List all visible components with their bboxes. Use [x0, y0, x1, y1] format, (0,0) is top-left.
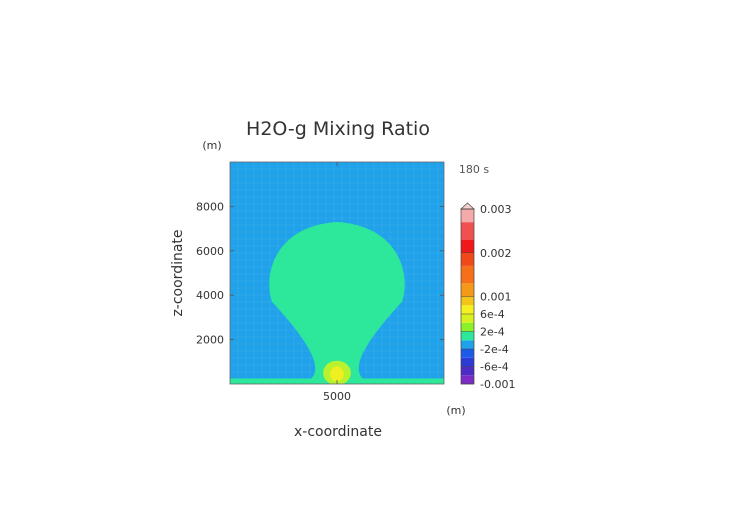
colorbar-level: [461, 209, 474, 223]
colorbar-tick-label: -0.001: [480, 378, 515, 391]
y-unit-label: (m): [202, 139, 221, 152]
colorbar-level: [461, 283, 474, 297]
x-axis: 5000: [323, 162, 351, 403]
colorbar-tick-label: 0.003: [480, 203, 512, 216]
colorbar-level: [461, 366, 474, 376]
colorbar-level: [461, 331, 474, 341]
x-tick-label: 5000: [323, 390, 351, 403]
colorbar-tick-label: 2e-4: [480, 326, 505, 339]
plume-core-inner: [330, 366, 344, 382]
colorbar-tick-label: 6e-4: [480, 308, 505, 321]
colorbar-tick-label: -2e-4: [480, 343, 509, 356]
colorbar-level: [461, 340, 474, 349]
colorbar: 0.003 0.002 0.001 6e-4 2e-4 -2e-4 -6e-4 -0.001: [460, 202, 515, 391]
colorbar-tick-label: 0.001: [480, 291, 512, 304]
y-axis-label: z-coordinate: [170, 229, 186, 316]
colorbar-level: [461, 222, 474, 240]
colorbar-level: [461, 357, 474, 367]
colorbar-level: [461, 314, 474, 323]
chart-title: H2O-g Mixing Ratio: [246, 118, 430, 140]
time-label: 180 s: [459, 163, 489, 176]
x-axis-label: x-coordinate: [294, 424, 382, 440]
y-tick-label: 6000: [196, 245, 224, 258]
colorbar-level: [461, 296, 474, 306]
colorbar-level: [461, 265, 474, 284]
colorbar-level: [461, 252, 474, 266]
colorbar-level: [461, 305, 474, 314]
y-tick-label: 8000: [196, 200, 224, 213]
colorbar-level: [461, 239, 474, 253]
x-unit-label: (m): [446, 404, 465, 417]
plot-area: [229, 161, 445, 385]
colorbar-level: [461, 322, 474, 332]
colorbar-tick-label: -6e-4: [480, 361, 509, 374]
y-tick-label: 2000: [196, 334, 224, 347]
colorbar-level: [461, 375, 474, 384]
colorbar-over-arrow: [460, 202, 475, 210]
y-axis: 2000 4000 6000 8000: [196, 200, 444, 347]
y-tick-label: 4000: [196, 289, 224, 302]
colorbar-level: [461, 349, 474, 358]
moist-plume: [269, 221, 405, 379]
colorbar-tick-label: 0.002: [480, 247, 512, 260]
